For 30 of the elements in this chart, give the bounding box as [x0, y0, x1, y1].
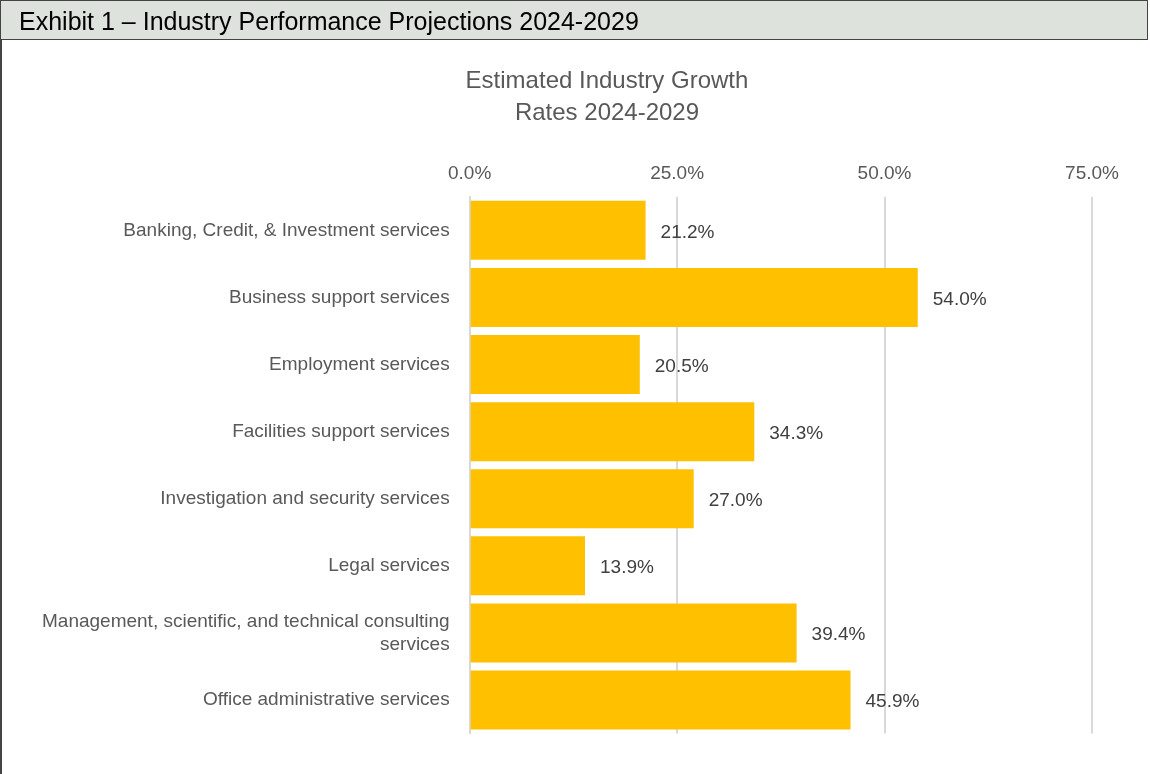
data-label: 20.5%	[654, 354, 709, 376]
x-tick-label: 25.0%	[650, 161, 705, 183]
bar	[470, 267, 918, 327]
y-tick-label: Business support services	[228, 285, 450, 307]
data-label: 54.0%	[932, 287, 987, 309]
x-tick-label: 75.0%	[1065, 161, 1120, 183]
data-label: 27.0%	[708, 488, 763, 510]
bar	[470, 200, 646, 260]
y-tick-label: Employment services	[269, 352, 450, 374]
bar	[470, 603, 797, 663]
y-tick-label: Banking, Credit, & Investment services	[123, 218, 450, 240]
x-tick-label: 0.0%	[448, 161, 492, 183]
x-tick-label: 50.0%	[857, 161, 912, 183]
data-label: 45.9%	[865, 690, 920, 712]
data-label: 21.2%	[660, 220, 715, 242]
bar	[470, 402, 755, 462]
y-tick-label: Legal services	[328, 554, 450, 576]
chart-subtitle: Estimated Industry Growth Rates 2024-2029	[464, 65, 750, 127]
chart-title: Exhibit 1 – Industry Performance Projections 2024-2029	[0, 0, 1148, 40]
bar	[470, 670, 851, 730]
data-label: 13.9%	[600, 556, 654, 578]
y-tick-label: Facilities support services	[232, 419, 450, 441]
y-tick-label: Office administrative services	[202, 688, 450, 710]
data-label: 39.4%	[811, 623, 866, 645]
y-tick-label: Investigation and security services	[160, 486, 450, 508]
bar	[470, 469, 694, 529]
data-label: 34.3%	[769, 421, 824, 443]
bar	[470, 536, 586, 596]
bar	[470, 335, 640, 395]
y-tick-label: Management, scientific, and technical consulting services	[41, 609, 450, 654]
